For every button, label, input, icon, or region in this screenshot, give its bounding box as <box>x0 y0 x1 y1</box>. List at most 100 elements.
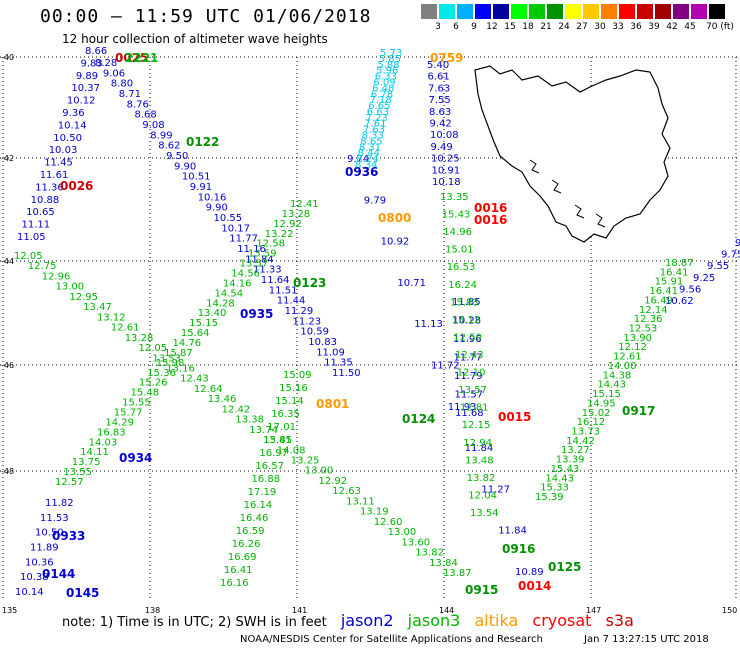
wave-height-value: 8.33 <box>362 131 384 142</box>
wave-height-value: 14.08 <box>277 445 306 456</box>
wave-height-value: 9.55 <box>707 261 729 272</box>
wave-height-value: 16.46 <box>240 513 269 524</box>
scale-swatch <box>709 4 725 19</box>
wave-height-value: 16.26 <box>232 539 261 550</box>
wave-height-value: 11.84 <box>498 526 527 537</box>
wave-height-value: 7.61 <box>364 119 386 130</box>
wave-height-value: 14.96 <box>443 227 472 238</box>
wave-height-value: 13.40 <box>198 308 227 319</box>
legend-altika: altika <box>474 611 519 630</box>
wave-height-value: 15.83 <box>450 297 479 308</box>
wave-height-value: 6.63 <box>367 107 389 118</box>
wave-height-value: 13.39 <box>556 455 585 466</box>
wave-height-value: 14.56 <box>231 269 260 280</box>
wave-height-value: 11.50 <box>332 368 361 379</box>
wave-height-value: 7.63 <box>428 83 450 94</box>
wave-height-value: 5.88 <box>377 60 399 71</box>
wave-height-value: 11.93 <box>448 402 477 413</box>
wave-height-value: 16.24 <box>448 280 477 291</box>
longitude-label: 150 <box>722 606 737 615</box>
wave-height-value: 12.58 <box>256 239 285 250</box>
wave-height-value: 15.02 <box>582 408 611 419</box>
wave-height-value: 9.56 <box>679 284 701 295</box>
wave-height-value: 12.92 <box>273 219 302 230</box>
wave-height-value: 12.42 <box>222 404 251 415</box>
wave-height-value: 14.43 <box>597 380 626 391</box>
scale-swatch <box>619 4 635 19</box>
wave-height-value: 12.61 <box>111 323 140 334</box>
wave-height-value: 13.28 <box>282 209 311 220</box>
wave-height-value: 12.92 <box>319 476 348 487</box>
wave-height-value: 15.98 <box>156 358 185 369</box>
wave-height-value: 10.36 <box>25 557 54 568</box>
wave-height-value: 11.35 <box>324 358 353 369</box>
wave-height-value: 9.83 <box>81 58 103 69</box>
wave-height-value: 12.36 <box>634 314 663 325</box>
wave-height-value: 11.84 <box>245 254 274 265</box>
wave-height-value: 7.55 <box>429 95 451 106</box>
wave-height-value: 14.43 <box>545 473 574 484</box>
wave-height-value: 11.51 <box>269 285 298 296</box>
wave-height-value: 11.16 <box>237 244 266 255</box>
wave-height-value: 16.53 <box>447 262 476 273</box>
wave-height-value: 16.88 <box>252 474 281 485</box>
wave-height-value: 13.41 <box>263 435 292 446</box>
pass-time-label: 0916 <box>502 542 535 556</box>
wave-height-value: 16.57 <box>255 461 284 472</box>
wave-height-value: 11.33 <box>253 265 282 276</box>
wave-height-value: 12.61 <box>613 352 642 363</box>
wave-height-value: 10.50 <box>53 133 82 144</box>
scale-swatch <box>601 4 617 19</box>
wave-height-value: 16.97 <box>259 448 288 459</box>
scale-swatch <box>565 4 581 19</box>
wave-height-value: 7.23 <box>366 113 388 124</box>
wave-height-value: 12.60 <box>374 517 403 528</box>
wave-height-value: 17.01 <box>267 422 296 433</box>
wave-height-value: 10.88 <box>31 195 60 206</box>
pass-time-label: 0933 <box>52 529 85 543</box>
wave-height-value: 15.16 <box>279 383 308 394</box>
longitude-label: 147 <box>586 606 601 615</box>
wave-height-value: 11.85 <box>452 297 481 308</box>
wave-height-value: 11.84 <box>465 443 494 454</box>
wave-height-value: 9.42 <box>430 119 452 130</box>
wave-height-value: 11.44 <box>277 296 306 307</box>
wave-height-value: 11.68 <box>455 408 484 419</box>
scale-label: 18 <box>522 22 534 32</box>
wave-height-value: 13.00 <box>305 466 334 477</box>
wave-height-value: 12.14 <box>639 305 668 316</box>
wave-height-value: 11.13 <box>414 319 443 330</box>
wave-height-value: 16.41 <box>224 565 253 576</box>
scale-label: 6 <box>453 22 459 32</box>
wave-height-value: 15.64 <box>181 328 210 339</box>
pass-time-label: 0145 <box>66 586 99 600</box>
wave-height-value: 10.18 <box>432 177 461 188</box>
map-title: 00:00 – 11:59 UTC 01/06/2018 <box>40 6 372 27</box>
scale-swatch <box>547 4 563 19</box>
scale-label: 42 <box>666 22 678 32</box>
wave-height-value: 12.41 <box>290 199 319 210</box>
wave-height-value: 14.95 <box>587 398 616 409</box>
wave-height-value: 7.63 <box>363 125 385 136</box>
longitude-label: 135 <box>2 606 17 615</box>
wave-height-value: 13.11 <box>346 496 375 507</box>
scale-label: 12 <box>486 22 498 32</box>
wave-height-value: 8.66 <box>85 46 107 57</box>
wave-height-values: 8.669.839.8910.3710.129.3610.1410.5010.0… <box>14 46 740 598</box>
timestamp-text: Jan 7 13:27:15 UTC 2018 <box>584 634 709 645</box>
wave-height-value: 13.73 <box>571 427 600 438</box>
longitude-label: 144 <box>439 606 454 615</box>
pass-time-label: 0915 <box>465 583 498 597</box>
pass-time-label: 0124 <box>402 412 435 426</box>
wave-height-value: 16.12 <box>577 417 606 428</box>
wave-height-value: 11.45 <box>44 158 73 169</box>
wave-height-value: 11.82 <box>45 498 74 509</box>
wave-height-value: 8.62 <box>158 141 180 152</box>
wave-height-value: 13.46 <box>208 394 237 405</box>
wave-height-value: 14.42 <box>566 436 595 447</box>
wave-height-value: 14.38 <box>603 370 632 381</box>
wave-height-value: 10.65 <box>26 207 55 218</box>
wave-height-value: 15.15 <box>592 389 621 400</box>
wave-height-value: 16.59 <box>236 526 265 537</box>
